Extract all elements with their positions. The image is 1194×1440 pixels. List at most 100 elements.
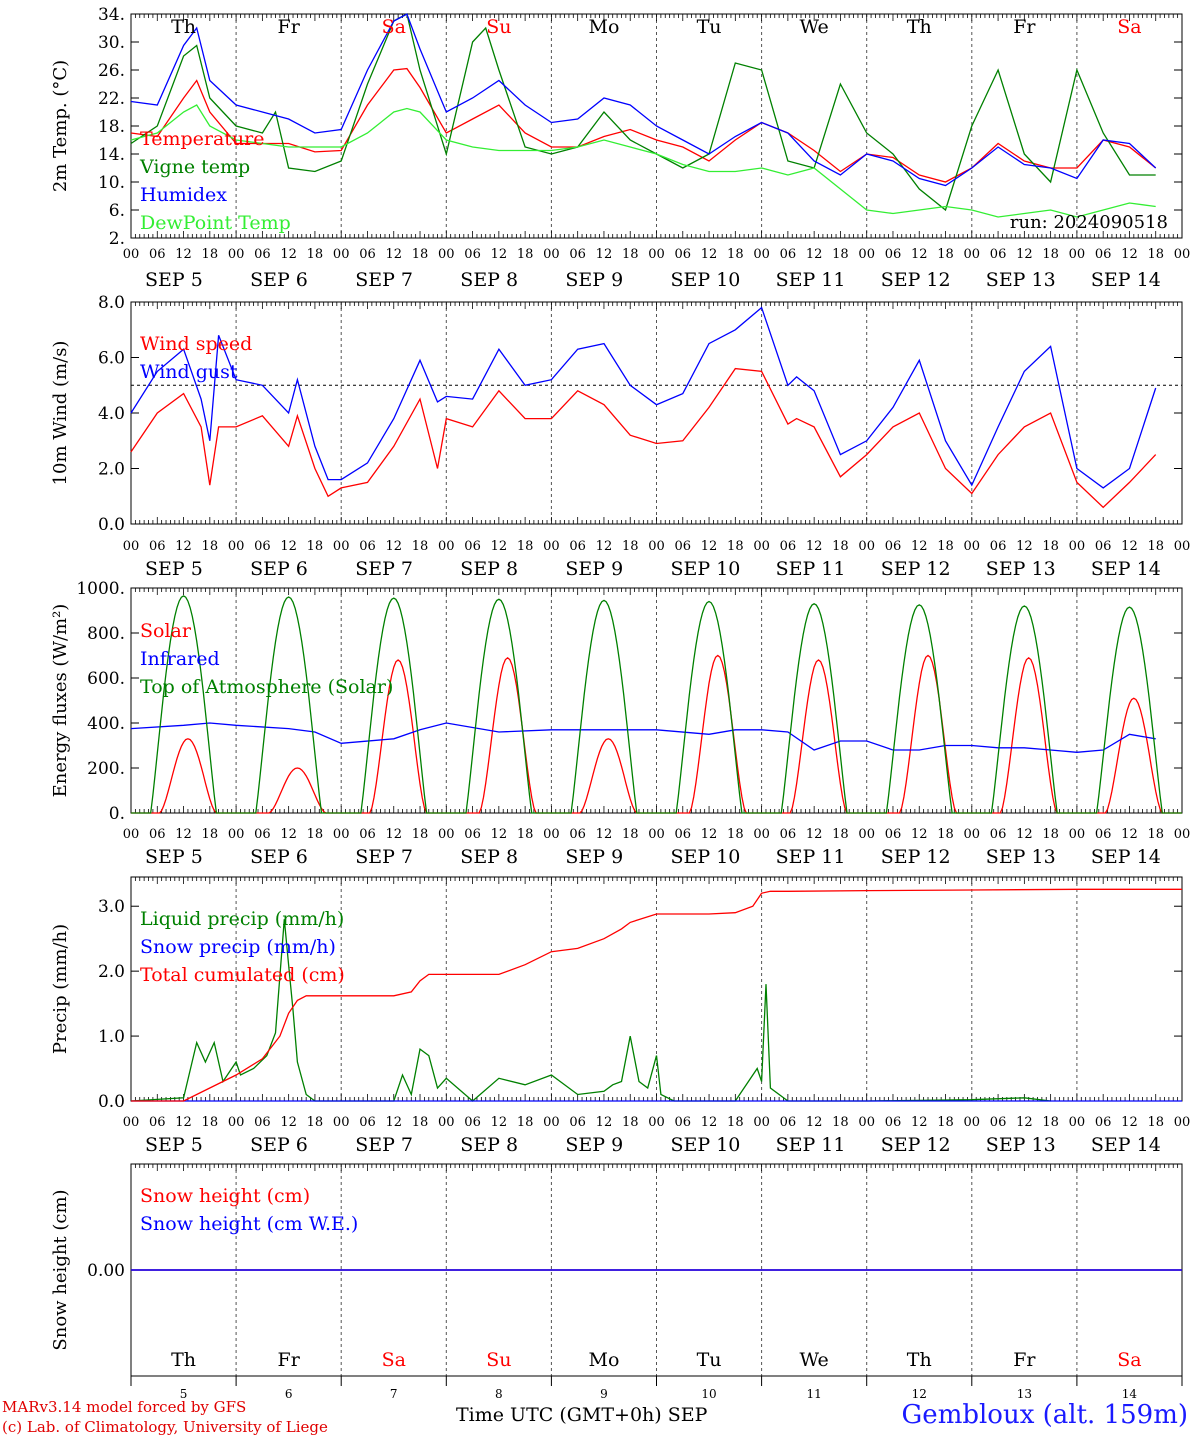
y-tick-label: 200.	[87, 759, 125, 779]
hour-tick-label: 12	[701, 827, 718, 842]
hour-tick-label: 00	[753, 1115, 770, 1130]
hour-tick-label: 12	[806, 247, 823, 262]
hour-tick-label: 06	[464, 539, 481, 554]
hour-tick-label: 12	[1121, 247, 1138, 262]
hour-tick-label: 00	[333, 247, 350, 262]
x-axis-title: Time UTC (GMT+0h) SEP	[456, 1404, 708, 1426]
hour-tick-label: 18	[622, 827, 639, 842]
hour-tick-label: 12	[280, 247, 297, 262]
legend-snow-height-cm: Snow height (cm)	[140, 1185, 310, 1207]
hour-tick-label: 12	[911, 247, 928, 262]
hour-tick-label: 06	[1095, 247, 1112, 262]
hour-tick-label: 18	[727, 539, 744, 554]
hour-tick-label: 06	[359, 539, 376, 554]
date-label: SEP 9	[565, 558, 623, 580]
hour-tick-label: 00	[858, 827, 875, 842]
hour-tick-label: 00	[228, 827, 245, 842]
hour-tick-label: 18	[622, 539, 639, 554]
date-label: SEP 5	[145, 1134, 203, 1156]
hour-tick-label: 00	[964, 247, 981, 262]
hour-tick-label: 18	[307, 539, 324, 554]
hour-tick-label: 06	[780, 1115, 797, 1130]
hour-tick-label: 18	[1147, 539, 1164, 554]
hour-tick-label: 12	[596, 539, 613, 554]
hour-tick-label: 00	[1174, 827, 1191, 842]
hour-tick-label: 00	[858, 539, 875, 554]
hour-tick-label: 06	[990, 827, 1007, 842]
hour-tick-label: 12	[385, 827, 402, 842]
y-tick-label: 1000.	[76, 579, 125, 599]
hour-tick-label: 18	[832, 247, 849, 262]
hour-tick-label: 12	[175, 1115, 192, 1130]
date-label: SEP 11	[776, 558, 846, 580]
hour-tick-label: 00	[1174, 1115, 1191, 1130]
y-tick-label: 6.0	[98, 349, 125, 369]
date-label: SEP 11	[776, 1134, 846, 1156]
hour-tick-label: 12	[280, 539, 297, 554]
hour-tick-label: 06	[254, 539, 271, 554]
hour-tick-label: 06	[149, 1115, 166, 1130]
hour-tick-label: 06	[359, 1115, 376, 1130]
weekday-label-top: Th	[907, 16, 932, 38]
hour-tick-label: 06	[885, 827, 902, 842]
hour-tick-label: 06	[359, 827, 376, 842]
y-tick-label: 0.0	[98, 515, 125, 535]
hour-tick-label: 06	[1095, 1115, 1112, 1130]
day-number-label: 13	[1017, 1387, 1032, 1401]
hour-tick-label: 18	[202, 827, 219, 842]
hour-tick-label: 18	[307, 247, 324, 262]
weekday-label-top: Sa	[382, 16, 406, 38]
date-label: SEP 8	[460, 846, 518, 868]
model-credit: MARv3.14 model forced by GFS	[2, 1398, 247, 1416]
hour-tick-label: 12	[1016, 539, 1033, 554]
hour-tick-label: 00	[333, 539, 350, 554]
date-label: SEP 10	[671, 1134, 741, 1156]
hour-tick-label: 00	[543, 539, 560, 554]
hour-tick-label: 06	[675, 827, 692, 842]
hour-tick-label: 00	[753, 247, 770, 262]
hour-tick-label: 18	[1147, 827, 1164, 842]
date-label: SEP 13	[986, 269, 1056, 291]
hour-tick-label: 18	[202, 1115, 219, 1130]
hour-tick-label: 00	[753, 827, 770, 842]
date-label: SEP 14	[1091, 558, 1161, 580]
hour-tick-label: 18	[412, 1115, 429, 1130]
hour-tick-label: 06	[464, 1115, 481, 1130]
legend-wind-gust: Wind gust	[140, 361, 238, 383]
weekday-label-top: Tu	[697, 16, 722, 38]
hour-tick-label: 18	[412, 539, 429, 554]
hour-tick-label: 06	[464, 827, 481, 842]
date-label: SEP 6	[250, 558, 308, 580]
hour-tick-label: 06	[885, 1115, 902, 1130]
hour-tick-label: 00	[1069, 1115, 1086, 1130]
hour-tick-label: 12	[385, 247, 402, 262]
date-label: SEP 6	[250, 269, 308, 291]
y-axis-label: 10m Wind (m/s)	[50, 341, 71, 486]
hour-tick-label: 06	[990, 539, 1007, 554]
hour-tick-label: 12	[701, 539, 718, 554]
hour-tick-label: 06	[675, 539, 692, 554]
hour-tick-label: 06	[990, 1115, 1007, 1130]
date-label: SEP 5	[145, 846, 203, 868]
y-tick-label: 2.	[109, 229, 125, 249]
hour-tick-label: 06	[149, 827, 166, 842]
y-tick-label: 6.	[109, 201, 125, 221]
hour-tick-label: 12	[1121, 1115, 1138, 1130]
y-tick-label: 18.	[98, 117, 125, 137]
y-tick-label: 2.0	[98, 962, 125, 982]
date-label: SEP 12	[881, 1134, 951, 1156]
hour-tick-label: 12	[1121, 539, 1138, 554]
hour-tick-label: 12	[806, 539, 823, 554]
hour-tick-label: 00	[123, 247, 140, 262]
y-tick-label: 26.	[98, 61, 125, 81]
y-tick-label: 22.	[98, 89, 125, 109]
hour-tick-label: 06	[780, 247, 797, 262]
hour-tick-label: 06	[569, 1115, 586, 1130]
weekday-label-bottom: Fr	[1013, 1349, 1036, 1371]
hour-tick-label: 06	[569, 247, 586, 262]
legend-snow-height-cm-w-e: Snow height (cm W.E.)	[140, 1213, 358, 1235]
hour-tick-label: 00	[648, 1115, 665, 1130]
temperature-line	[130, 67, 1157, 183]
y-tick-label: 4.0	[98, 404, 125, 424]
